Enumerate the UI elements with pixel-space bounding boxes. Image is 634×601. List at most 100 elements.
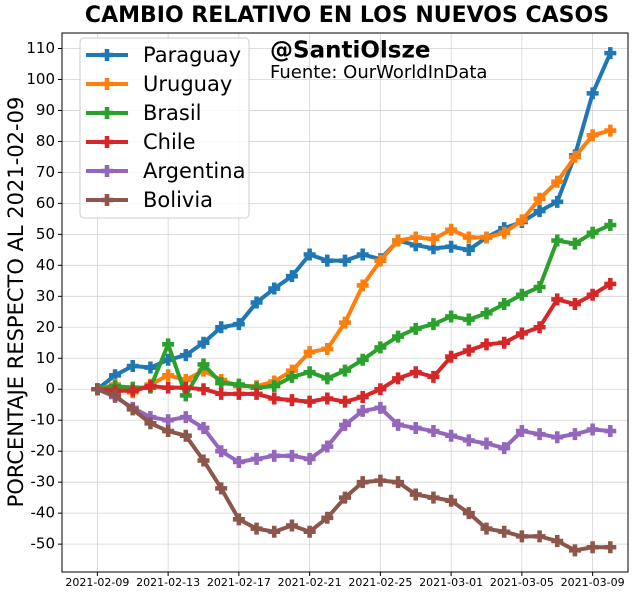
series-marker [179,349,192,362]
y-tick-label: 40 [36,256,55,274]
series-marker [126,360,139,373]
series-marker [533,205,546,218]
series-marker [568,544,581,557]
annotation: Fuente: OurWorldInData [270,62,487,83]
series-marker [162,353,175,366]
series-marker [462,507,475,520]
series-marker [162,425,175,438]
series-marker [232,456,245,469]
y-tick-label: 20 [36,318,55,336]
series-marker [498,525,511,538]
series-marker [215,321,228,334]
series-marker [462,231,475,244]
x-tick-label: 2021-02-25 [348,576,412,589]
y-tick-label: -10 [31,411,56,429]
series-marker [109,389,122,402]
series-marker [374,341,387,354]
y-tick-label: 100 [26,70,55,88]
series-marker [285,449,298,462]
x-tick-label: 2021-03-05 [490,576,554,589]
series-marker [586,226,599,239]
series-marker [250,387,263,400]
y-tick-label: 50 [36,225,55,243]
series-marker [604,124,617,137]
legend-label: Uruguay [143,72,232,96]
series-marker [303,248,316,261]
series-marker [232,318,245,331]
series-marker [285,370,298,383]
series-marker [179,389,192,402]
series-marker [586,423,599,436]
series-marker [162,381,175,394]
series-marker [409,421,422,434]
series-marker [409,322,422,335]
series-marker [533,192,546,205]
legend-label: Paraguay [143,43,241,67]
series-marker [268,525,281,538]
series-marker [285,364,298,377]
legend-marker [101,107,113,119]
series-marker [533,530,546,543]
series-marker [179,381,192,394]
series-marker [604,425,617,438]
series-marker [498,336,511,349]
series-marker [445,310,458,323]
series-marker [409,239,422,252]
plot-frame [61,32,629,573]
series-marker [427,425,440,438]
series-marker [568,298,581,311]
series-marker [197,454,210,467]
series-marker [215,387,228,400]
series-marker [285,394,298,407]
x-tick-label: 2021-02-21 [278,576,342,589]
series-marker [427,491,440,504]
series-marker [215,482,228,495]
series-marker [339,364,351,377]
series-marker [409,231,422,244]
legend-label: Chile [143,130,196,154]
y-tick-label: 90 [36,101,55,119]
series-marker [515,425,528,438]
legend-marker [101,136,113,148]
y-tick-label: 60 [36,194,55,212]
series-marker [197,421,210,434]
series-marker [126,403,139,416]
series-marker [339,418,351,431]
series-marker [392,234,405,247]
series-marker [604,219,617,232]
series-marker [126,384,139,397]
x-tick-label: 2021-03-01 [419,576,483,589]
series-marker [515,288,528,301]
series-marker [392,372,405,385]
series-marker [427,370,440,383]
series-marker [303,525,316,538]
x-tick-label: 2021-02-09 [65,576,129,589]
series-marker [604,541,617,554]
series-marker [144,380,157,393]
series-marker [551,175,564,188]
series-marker [250,452,263,465]
y-tick-label: 80 [36,132,55,150]
series-marker [321,372,334,385]
series-marker [162,338,175,351]
y-tick-label: -30 [31,473,56,491]
series-marker [480,522,493,535]
series-marker [162,369,175,382]
x-tick-label: 2021-03-09 [561,576,625,589]
y-tick-label: 110 [26,39,55,57]
series-marker [321,511,334,524]
series-marker [339,254,351,267]
series-marker [427,242,440,255]
series-marker [285,270,298,283]
series-marker [445,240,458,253]
series-marker [339,316,351,329]
series-marker [374,474,387,487]
series-marker [427,318,440,331]
series-marker [498,298,511,311]
series-marker [568,428,581,441]
series-marker [356,404,369,417]
series-marker [285,519,298,532]
y-tick-label: 30 [36,287,55,305]
y-tick-label: -20 [31,442,56,460]
series-marker [551,195,564,208]
